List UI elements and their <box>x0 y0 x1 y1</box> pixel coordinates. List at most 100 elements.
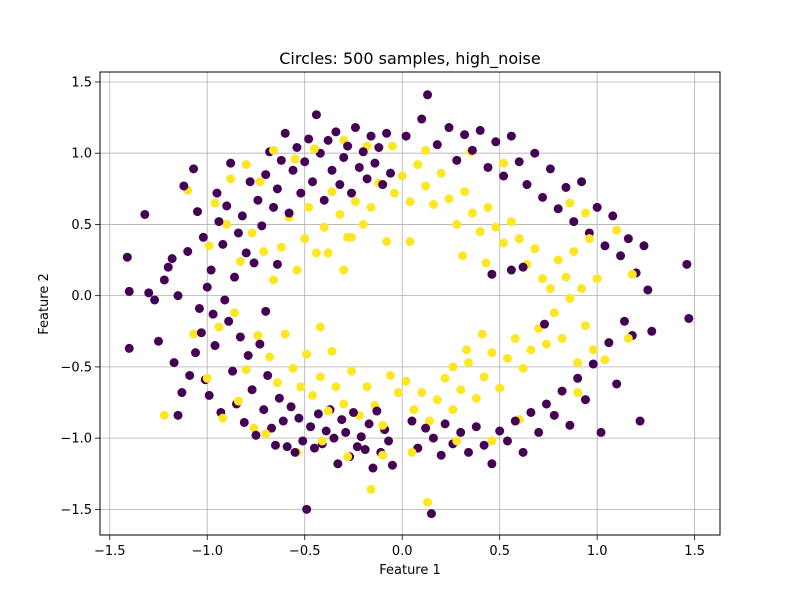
data-point-class-0 <box>333 459 343 469</box>
data-point-class-0 <box>261 170 271 180</box>
data-point-class-1 <box>538 274 548 284</box>
data-point-class-1 <box>241 365 251 375</box>
data-point-class-1 <box>335 209 345 219</box>
data-point-class-0 <box>261 306 271 316</box>
data-point-class-1 <box>463 358 473 368</box>
data-point-class-0 <box>311 110 321 120</box>
data-point-class-0 <box>623 234 633 244</box>
data-point-class-1 <box>483 202 493 212</box>
data-point-class-0 <box>243 351 253 360</box>
data-point-class-1 <box>249 423 259 433</box>
data-point-class-1 <box>460 187 470 197</box>
data-point-class-1 <box>311 248 321 258</box>
data-point-class-0 <box>327 165 337 175</box>
data-point-class-0 <box>362 174 372 184</box>
data-point-class-1 <box>565 294 575 304</box>
data-point-class-1 <box>362 382 372 392</box>
data-point-class-0 <box>272 259 282 269</box>
data-point-class-1 <box>588 345 598 355</box>
data-point-class-0 <box>573 373 583 383</box>
data-point-class-1 <box>339 265 349 275</box>
data-point-class-0 <box>360 445 370 455</box>
data-point-class-0 <box>218 239 228 249</box>
data-point-class-0 <box>643 285 653 295</box>
data-point-class-0 <box>124 343 134 353</box>
data-point-class-0 <box>444 123 454 133</box>
data-point-class-0 <box>483 162 493 172</box>
data-point-class-0 <box>417 114 427 124</box>
data-point-class-0 <box>278 416 288 426</box>
data-point-class-0 <box>382 128 392 138</box>
data-point-class-1 <box>475 227 485 237</box>
data-point-class-1 <box>506 217 516 227</box>
data-point-class-1 <box>423 497 433 507</box>
data-point-class-1 <box>456 385 466 395</box>
data-point-class-1 <box>317 436 327 446</box>
data-point-class-1 <box>471 393 481 403</box>
data-point-class-0 <box>616 251 626 261</box>
data-point-class-0 <box>335 180 345 190</box>
x-tick-label: 0.0 <box>392 544 413 559</box>
data-point-class-0 <box>202 282 212 292</box>
data-point-class-1 <box>417 388 427 398</box>
data-point-class-0 <box>247 385 257 395</box>
data-point-class-0 <box>384 436 394 446</box>
data-point-class-1 <box>481 258 491 268</box>
data-point-class-0 <box>163 262 173 272</box>
data-point-class-1 <box>343 232 353 242</box>
data-point-class-0 <box>592 202 602 212</box>
data-point-class-0 <box>255 339 265 349</box>
data-point-class-1 <box>241 160 251 170</box>
data-point-class-0 <box>545 164 555 174</box>
data-point-class-0 <box>237 211 247 221</box>
data-point-class-0 <box>302 504 312 514</box>
data-point-class-0 <box>245 177 255 187</box>
data-point-class-1 <box>309 144 319 154</box>
data-point-class-1 <box>405 197 415 207</box>
data-point-class-1 <box>319 222 329 232</box>
data-point-class-1 <box>389 188 399 198</box>
data-point-class-1 <box>304 202 314 212</box>
data-point-class-1 <box>458 251 468 261</box>
data-point-class-0 <box>684 313 694 323</box>
data-point-class-1 <box>499 158 509 168</box>
data-point-class-1 <box>561 272 571 282</box>
data-point-class-1 <box>487 436 497 446</box>
data-point-class-0 <box>343 141 353 151</box>
data-point-class-0 <box>241 248 251 258</box>
data-point-class-1 <box>235 256 245 266</box>
data-point-class-1 <box>269 275 279 285</box>
data-point-class-1 <box>159 410 169 420</box>
data-point-class-0 <box>286 402 296 412</box>
data-point-class-0 <box>432 140 442 150</box>
data-point-class-1 <box>358 219 368 229</box>
data-point-class-0 <box>368 463 378 473</box>
data-point-class-0 <box>549 410 559 420</box>
data-point-class-0 <box>339 152 349 162</box>
x-tick-label: −0.5 <box>289 544 321 559</box>
data-point-class-0 <box>565 420 575 430</box>
data-point-class-1 <box>580 321 590 331</box>
data-point-class-0 <box>534 427 544 437</box>
data-point-class-0 <box>274 393 284 403</box>
data-point-class-0 <box>308 177 318 187</box>
data-point-class-1 <box>210 198 220 208</box>
data-point-class-0 <box>153 336 163 346</box>
data-point-class-1 <box>323 406 333 416</box>
data-point-class-0 <box>292 143 302 152</box>
data-point-class-0 <box>506 265 516 275</box>
data-point-class-1 <box>378 420 388 430</box>
data-point-class-0 <box>239 417 249 427</box>
data-point-class-0 <box>272 184 282 194</box>
data-point-class-0 <box>337 415 347 425</box>
data-point-class-0 <box>495 426 505 436</box>
data-point-class-1 <box>204 241 214 251</box>
data-point-class-1 <box>382 237 392 247</box>
data-point-class-1 <box>436 168 446 178</box>
x-tick-label: 1.0 <box>587 544 608 559</box>
data-point-class-1 <box>300 234 310 244</box>
data-point-class-1 <box>432 395 442 405</box>
data-point-class-0 <box>341 427 351 437</box>
data-point-class-0 <box>526 407 536 417</box>
data-point-class-0 <box>370 158 380 168</box>
